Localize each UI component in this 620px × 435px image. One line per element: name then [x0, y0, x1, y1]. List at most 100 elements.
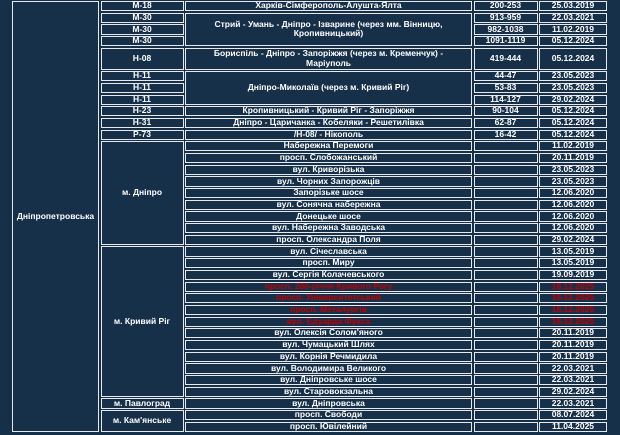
- inspection-date-cell: 23.05.2023: [539, 70, 607, 82]
- empty-km-cell: [473, 293, 538, 304]
- km-range-cell: 90-104: [473, 105, 538, 117]
- km-range-cell: 1091-1119: [473, 35, 538, 47]
- road-code-cell: Н-11: [100, 70, 184, 82]
- street-cell: вул. Дніпровська: [185, 398, 472, 409]
- region-cell: Дніпропетровська: [12, 1, 99, 432]
- street-cell: вул. Старовокзальна: [185, 386, 472, 397]
- inspection-date-cell: 18.12.2025: [539, 316, 607, 327]
- inspection-date-cell: 25.03.2019: [539, 0, 607, 12]
- empty-km-cell: [473, 316, 538, 327]
- street-cell: просп. Олександра Поля: [185, 234, 472, 245]
- empty-km-cell: [473, 304, 538, 316]
- street-cell: вул. Володимира Великого: [185, 363, 472, 374]
- empty-km-cell: [473, 281, 538, 292]
- inspection-date-cell: 12.06.2020: [539, 222, 607, 234]
- empty-km-cell: [473, 386, 538, 397]
- street-cell: просп. Свободи: [185, 409, 472, 421]
- inspection-date-cell: 18.12.2025: [539, 292, 607, 304]
- empty-km-cell: [473, 258, 538, 269]
- street-cell: вул. Чорних Запорожців: [185, 176, 472, 187]
- empty-km-cell: [473, 188, 538, 199]
- inspection-date-cell: 11.04.2025: [539, 421, 607, 432]
- road-code-cell: М-30: [100, 24, 184, 35]
- km-range-cell: 62-87: [473, 117, 538, 129]
- empty-km-cell: [473, 234, 538, 245]
- empty-km-cell: [473, 339, 538, 351]
- city-cell: м. Павлоград: [100, 398, 184, 409]
- inspection-date-cell: 05.12.2024: [539, 105, 607, 117]
- km-range-cell: 913-959: [473, 12, 538, 23]
- empty-km-cell: [473, 375, 538, 386]
- street-cell: вул. Олексія Солом'яного: [185, 327, 472, 339]
- street-cell: просп. Металургів: [185, 304, 472, 316]
- street-cell: просп. Ювілейний: [185, 421, 472, 432]
- inspection-date-cell: 29.02.2024: [539, 386, 607, 397]
- inspection-date-cell: 20.11.2019: [539, 339, 607, 351]
- road-code-cell: Н-08: [100, 47, 184, 70]
- route-cell: Стрий - Умань - Дніпро - Ізварине (через…: [185, 12, 472, 47]
- road-code-cell: М-18: [100, 0, 184, 12]
- inspection-date-cell: 12.06.2020: [539, 199, 607, 210]
- km-range-cell: 419-444: [473, 47, 538, 70]
- inspection-date-cell: 22.03.2021: [539, 374, 607, 386]
- km-range-cell: 982-1038: [473, 24, 538, 35]
- empty-km-cell: [473, 223, 538, 234]
- street-cell: просп. Слобожанський: [185, 152, 472, 164]
- inspection-date-cell: 20.11.2019: [539, 152, 607, 164]
- inspection-date-cell: 12.06.2020: [539, 211, 607, 222]
- inspection-date-cell: 05.12.2024: [539, 35, 607, 47]
- km-range-cell: 44-47: [473, 70, 538, 82]
- route-cell: Бориспіль - Дніпро - Запоріжжя (через м.…: [185, 47, 472, 70]
- empty-km-cell: [473, 164, 538, 175]
- inspection-date-cell: 18.12.2025: [539, 281, 607, 292]
- inspection-date-cell: 05.12.2024: [539, 117, 607, 129]
- empty-km-cell: [473, 211, 538, 222]
- inspection-date-cell: 29.02.2024: [539, 234, 607, 245]
- empty-km-cell: [473, 410, 538, 421]
- street-cell: Набережна Перемоги: [185, 140, 472, 152]
- empty-km-cell: [473, 363, 538, 374]
- road-code-cell: Р-73: [100, 129, 184, 140]
- route-cell: Харків-Сімферополь-Алушта-Ялта: [185, 0, 472, 12]
- inspection-date-cell: 22.03.2021: [539, 363, 607, 374]
- street-cell: Запорізьке шосе: [185, 187, 472, 199]
- street-cell: Донецьке шосе: [185, 211, 472, 222]
- street-cell: вул. Січеславська: [185, 246, 472, 257]
- empty-km-cell: [473, 141, 538, 152]
- street-cell: вул. Набережна Заводська: [185, 222, 472, 234]
- route-cell: Дніпро - Царичанка - Кобеляки - Решетилі…: [185, 117, 472, 129]
- street-cell: вул. Чумацький Шлях: [185, 339, 472, 351]
- km-range-cell: 53-83: [473, 82, 538, 93]
- inspection-date-cell: 11.02.2019: [539, 24, 607, 35]
- km-range-cell: 114-127: [473, 94, 538, 105]
- empty-km-cell: [473, 351, 538, 362]
- inspection-date-cell: 19.09.2019: [539, 269, 607, 280]
- street-cell: вул. Сонячна набережна: [185, 199, 472, 210]
- inspection-date-cell: 20.11.2019: [539, 351, 607, 362]
- inspection-date-cell: 23.05.2023: [539, 82, 607, 93]
- empty-km-cell: [473, 398, 538, 409]
- empty-km-cell: [473, 328, 538, 339]
- empty-km-cell: [473, 421, 538, 432]
- street-cell: просп. Університетський: [185, 292, 472, 304]
- road-code-cell: М-30: [100, 35, 184, 47]
- inspection-date-cell: 13.05.2019: [539, 246, 607, 257]
- street-cell: вул. Криворізька: [185, 164, 472, 175]
- empty-km-cell: [473, 246, 538, 257]
- road-repair-table: Дніпропетровська М-18 Харків-Сімферополь-А…: [12, 0, 607, 432]
- city-cell: м. Дніпро: [100, 141, 184, 245]
- inspection-date-cell: 12.06.2020: [539, 187, 607, 199]
- inspection-date-cell: 08.07.2024: [539, 409, 607, 421]
- road-code-cell: М-30: [100, 12, 184, 23]
- street-cell: просп. Миру: [185, 257, 472, 269]
- empty-km-cell: [473, 199, 538, 210]
- empty-km-cell: [473, 269, 538, 280]
- inspection-date-cell: 05.12.2024: [539, 47, 607, 70]
- km-range-cell: 16-42: [473, 129, 538, 140]
- street-cell: просп. 200-річчя Кривого Рогу: [185, 281, 472, 292]
- inspection-date-cell: 18.12.2025: [539, 304, 607, 316]
- km-range-cell: 200-253: [473, 0, 538, 12]
- route-cell: /Н-08/ - Нікополь: [185, 129, 472, 140]
- inspection-date-cell: 23.05.2023: [539, 176, 607, 187]
